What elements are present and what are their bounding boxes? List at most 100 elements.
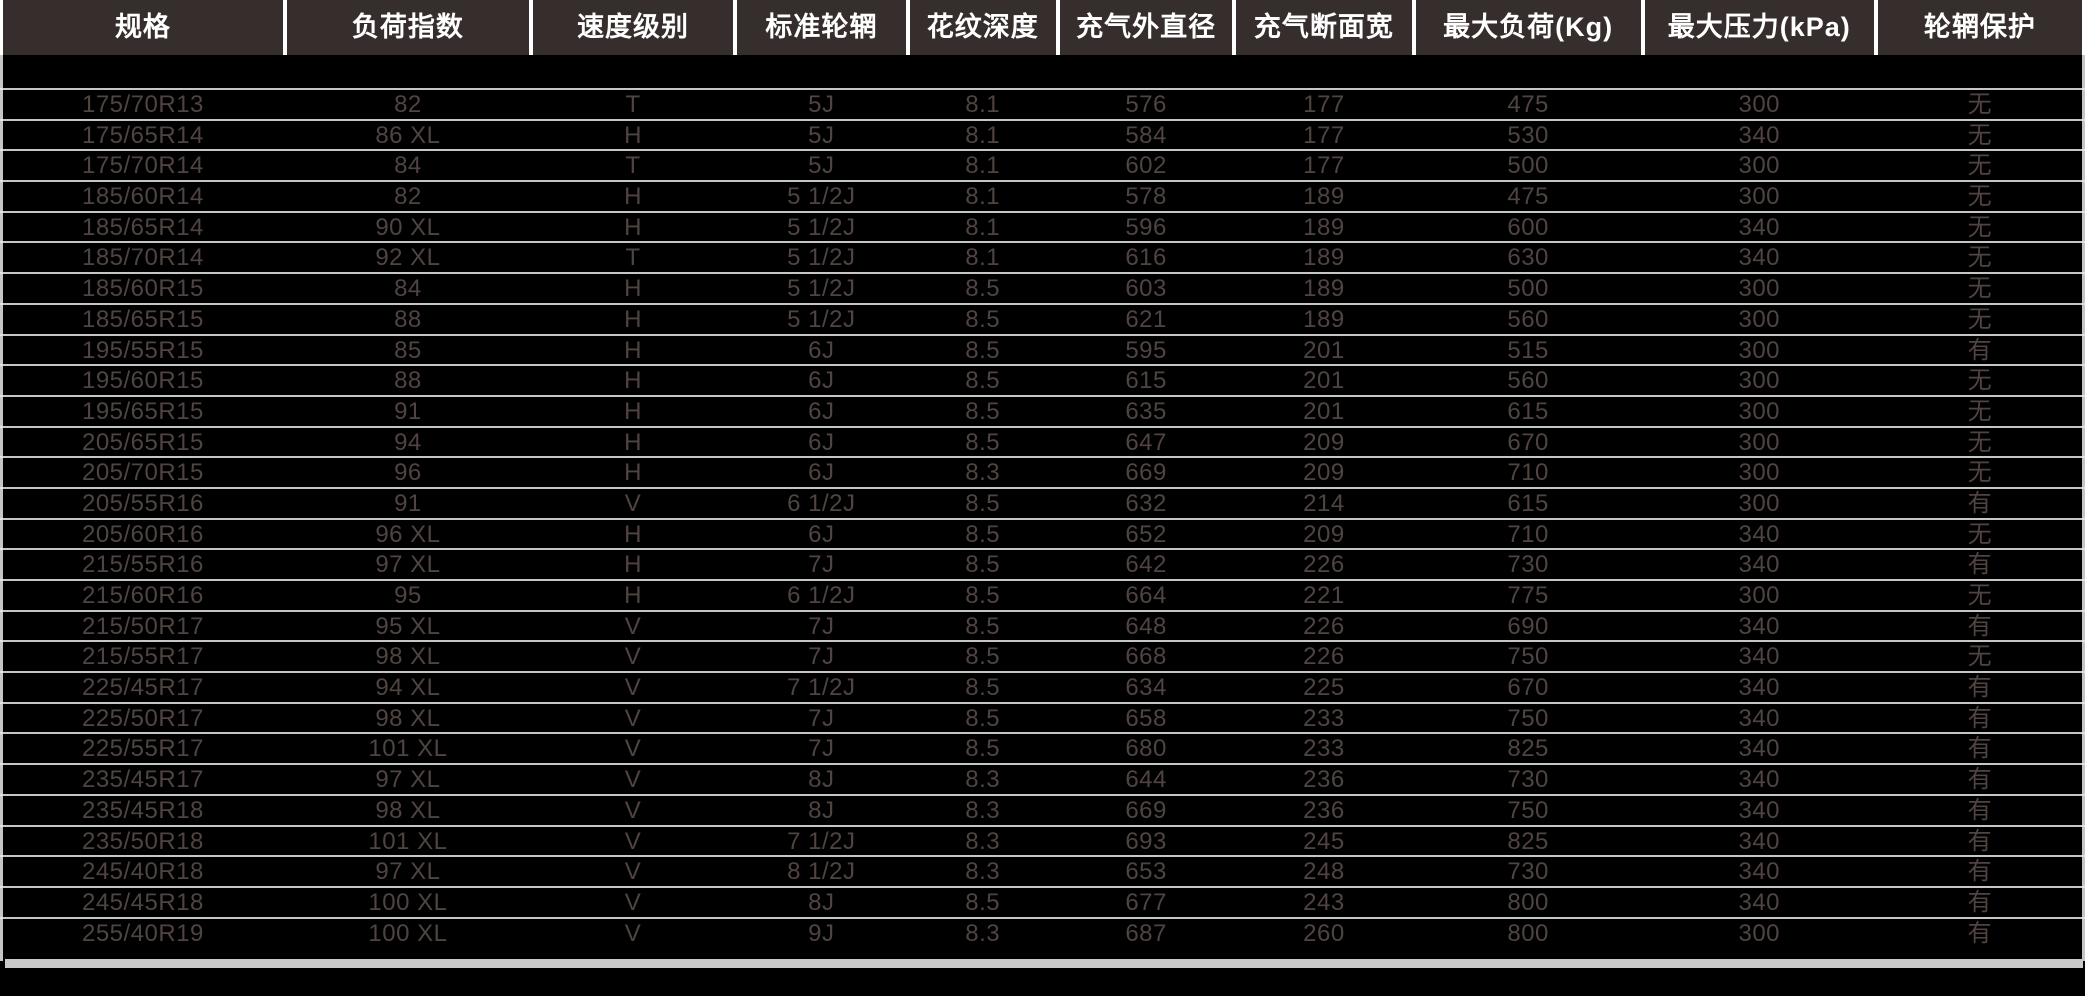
cell-load-index: 84 [394, 275, 422, 303]
cell-outer-diameter: 584 [1125, 121, 1167, 149]
cell-tread-depth: 8.5 [965, 336, 1001, 364]
cell-tread-depth: 8.3 [965, 796, 1001, 824]
cell-standard-rim: 5 1/2J [787, 244, 856, 272]
bottom-scrollbar [5, 959, 2083, 968]
cell-max-pressure: 300 [1738, 919, 1781, 947]
cell-standard-rim: 7J [808, 735, 835, 763]
cell-section-width: 236 [1303, 766, 1345, 794]
cell-rim-protection: 无 [1967, 183, 1993, 211]
cell-section-width: 189 [1303, 244, 1345, 272]
cell-spec: 175/70R14 [81, 152, 204, 180]
cell-standard-rim: 6J [808, 336, 835, 364]
cell-max-load: 750 [1507, 643, 1549, 671]
table-body: 175/70R13 82 T 5J 8.1 576 177 475 300 无 … [0, 88, 2085, 948]
cell-max-load: 670 [1507, 674, 1549, 702]
cell-max-pressure: 340 [1738, 704, 1781, 732]
cell-outer-diameter: 680 [1125, 735, 1167, 763]
cell-tread-depth: 8.5 [965, 704, 1001, 732]
cell-load-index: 95 XL [375, 612, 441, 640]
cell-spec: 205/70R15 [81, 459, 204, 487]
cell-rim-protection: 无 [1967, 152, 1993, 180]
cell-speed-rating: T [625, 244, 641, 272]
cell-spec: 225/45R17 [81, 674, 204, 702]
cell-rim-protection: 有 [1967, 612, 1993, 640]
table-row: 225/55R17 101 XL V 7J 8.5 680 233 825 34… [0, 732, 2085, 763]
cell-section-width: 260 [1303, 919, 1345, 947]
cell-max-pressure: 300 [1738, 275, 1781, 303]
cell-tread-depth: 8.1 [965, 183, 1001, 211]
table-row: 185/60R14 82 H 5 1/2J 8.1 578 189 475 30… [0, 180, 2085, 211]
cell-max-load: 750 [1507, 704, 1549, 732]
cell-tread-depth: 8.1 [965, 91, 1001, 118]
cell-section-width: 189 [1303, 305, 1345, 333]
cell-load-index: 101 XL [368, 827, 448, 855]
cell-speed-rating: T [625, 91, 641, 118]
cell-max-load: 530 [1507, 121, 1549, 149]
cell-load-index: 91 [394, 489, 422, 517]
table-row: 235/50R18 101 XL V 7 1/2J 8.3 693 245 82… [0, 824, 2085, 856]
cell-speed-rating: H [624, 367, 642, 395]
cell-outer-diameter: 658 [1125, 704, 1167, 732]
cell-spec: 195/65R15 [81, 397, 204, 425]
cell-rim-protection: 无 [1967, 367, 1993, 395]
cell-load-index: 100 XL [368, 888, 448, 916]
cell-rim-protection: 无 [1967, 305, 1993, 333]
cell-spec: 235/50R18 [81, 827, 204, 855]
cell-section-width: 189 [1303, 213, 1345, 241]
cell-load-index: 101 XL [368, 735, 448, 763]
cell-standard-rim: 7 1/2J [787, 827, 856, 855]
cell-load-index: 82 [394, 91, 422, 118]
cell-tread-depth: 8.5 [965, 397, 1001, 425]
cell-speed-rating: H [624, 582, 642, 609]
cell-rim-protection: 无 [1967, 213, 1993, 241]
cell-max-pressure: 340 [1738, 520, 1781, 548]
cell-standard-rim: 5 1/2J [787, 183, 856, 211]
cell-load-index: 97 XL [375, 551, 441, 579]
table-row: 205/70R15 96 H 6J 8.3 669 209 710 300 无 [0, 456, 2085, 487]
cell-outer-diameter: 595 [1125, 336, 1167, 364]
cell-tread-depth: 8.5 [965, 367, 1001, 395]
cell-load-index: 95 [394, 582, 422, 609]
cell-rim-protection: 无 [1967, 582, 1993, 609]
cell-rim-protection: 无 [1967, 459, 1993, 487]
cell-max-pressure: 340 [1738, 766, 1781, 794]
col-header-standard-rim: 标准轮辋 [737, 0, 906, 55]
cell-tread-depth: 8.5 [965, 582, 1001, 609]
cell-outer-diameter: 576 [1125, 91, 1167, 118]
cell-rim-protection: 有 [1967, 674, 1993, 702]
cell-outer-diameter: 668 [1125, 643, 1167, 671]
cell-max-load: 670 [1507, 428, 1549, 456]
cell-section-width: 236 [1303, 796, 1345, 824]
cell-standard-rim: 6J [808, 459, 835, 487]
cell-load-index: 88 [394, 367, 422, 395]
table-row: 255/40R19 100 XL V 9J 8.3 687 260 800 30… [0, 916, 2085, 948]
cell-speed-rating: H [624, 397, 642, 425]
cell-tread-depth: 8.5 [965, 275, 1001, 303]
table-row: 195/55R15 85 H 6J 8.5 595 201 515 300 有 [0, 333, 2085, 365]
cell-load-index: 96 XL [375, 520, 441, 548]
col-header-speed-rating: 速度级别 [532, 0, 734, 55]
cell-rim-protection: 有 [1967, 336, 1993, 364]
cell-section-width: 209 [1303, 428, 1345, 456]
cell-speed-rating: H [624, 428, 642, 456]
cell-standard-rim: 8 1/2J [787, 858, 856, 886]
cell-speed-rating: H [624, 305, 642, 333]
cell-section-width: 226 [1303, 612, 1345, 640]
cell-max-load: 475 [1507, 183, 1549, 211]
cell-speed-rating: H [624, 121, 642, 149]
cell-spec: 225/55R17 [81, 735, 204, 763]
col-header-section-width: 充气断面宽 [1236, 0, 1412, 55]
cell-standard-rim: 5J [808, 152, 835, 180]
cell-rim-protection: 无 [1967, 643, 1993, 671]
cell-rim-protection: 有 [1967, 796, 1993, 824]
cell-spec: 185/65R14 [81, 213, 204, 241]
cell-load-index: 88 [394, 305, 422, 333]
cell-section-width: 177 [1303, 121, 1345, 149]
cell-outer-diameter: 647 [1125, 428, 1167, 456]
cell-max-load: 615 [1507, 397, 1549, 425]
table-row: 185/60R15 84 H 5 1/2J 8.5 603 189 500 30… [0, 272, 2085, 303]
cell-speed-rating: V [624, 735, 642, 763]
cell-load-index: 82 [394, 183, 422, 211]
cell-max-pressure: 300 [1738, 582, 1781, 609]
cell-max-pressure: 300 [1738, 336, 1781, 364]
